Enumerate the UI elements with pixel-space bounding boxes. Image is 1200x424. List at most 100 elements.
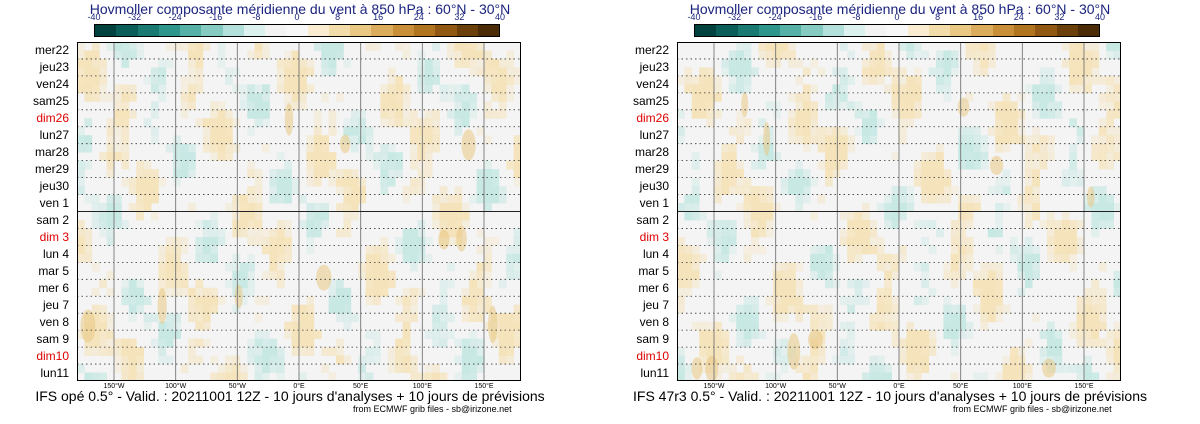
field-cell [114,355,122,365]
plot-frame [77,42,521,381]
field-cell [313,177,322,187]
field-cell [1098,321,1107,331]
field-cell [839,321,848,331]
field-cell [328,287,337,297]
field-cell [1024,194,1033,204]
field-cell [284,50,292,60]
field-cell [365,253,374,263]
field-cell [950,67,959,77]
field-cell [336,186,344,195]
field-cell [91,304,100,314]
field-cell [321,42,329,51]
field-cell [136,279,144,289]
field-cell [684,253,693,263]
field-cell [913,42,922,51]
field-cell [313,135,322,145]
field-cell [188,67,196,77]
field-cell [365,279,374,289]
field-cell [1024,372,1033,381]
field-cell [1032,160,1040,170]
field-cell [217,42,226,51]
field-cell [484,67,492,77]
field-cell [380,143,389,153]
field-cell [151,194,159,204]
field-cell [921,262,929,272]
field-cell [839,211,848,221]
field-cell [106,270,115,280]
field-cell [424,253,433,263]
field-cell [765,296,774,306]
date-tick-label: mar 5 [638,263,669,278]
field-cell [114,126,122,136]
field-cell [795,304,804,314]
field-cell [447,92,455,102]
field-cell [247,101,255,111]
field-cell [802,169,811,179]
field-cell [454,194,463,204]
field-cell [143,160,152,170]
field-cell [943,177,952,187]
colorbar-segment [822,25,844,36]
field-cell [365,262,374,272]
field-cell [306,84,315,94]
field-cell [343,58,352,68]
field-cell [447,219,455,229]
field-cell [891,92,900,102]
field-cell [247,236,255,246]
field-cell [91,321,100,331]
field-cell [284,75,292,85]
field-cell [1032,169,1040,179]
field-cell [217,372,226,381]
field-cell [706,330,715,340]
field-cell [424,236,433,246]
field-cell [788,118,796,128]
field-cell [876,42,885,51]
field-cell [913,219,922,229]
field-cell [225,126,233,136]
field-cell [1106,50,1114,60]
field-cell [728,67,737,77]
colorbar-tick-label: -16 [809,12,823,22]
field-cell [321,152,329,162]
field-cell [810,355,818,365]
field-cell [1076,42,1085,51]
field-cell [165,253,174,263]
field-cell [1010,101,1018,111]
field-cell [839,84,848,94]
field-cell [202,321,211,331]
field-cell [410,372,418,381]
field-cell [928,169,937,179]
field-cell [891,321,900,331]
field-cell [77,75,85,85]
field-cell [995,126,1003,136]
field-cell [469,58,477,68]
field-cell [106,211,115,221]
field-cell [151,177,159,187]
field-cell [1017,355,1026,365]
colorbar-segment [243,25,266,36]
field-cell [128,92,137,102]
field-cell [1113,279,1121,289]
field-cell [1054,364,1063,373]
field-cell [306,58,315,68]
field-cell [691,211,700,221]
colorbar-tick-label: -24 [768,12,782,22]
field-cell [84,143,93,153]
field-cell [1047,245,1055,255]
field-cell [1024,135,1033,145]
field-cell [158,338,167,348]
field-cell [321,347,329,356]
field-cell [232,253,241,263]
field-cell [439,203,448,212]
field-cell [498,330,507,340]
field-cell [380,236,389,246]
field-cell [854,219,863,229]
field-cell [106,126,115,136]
field-cell [1054,236,1063,246]
field-cell [736,160,744,170]
field-cell [210,355,218,365]
field-cell [965,245,974,255]
field-cell [195,245,204,255]
field-cell [1076,372,1085,381]
field-cell [958,228,966,238]
